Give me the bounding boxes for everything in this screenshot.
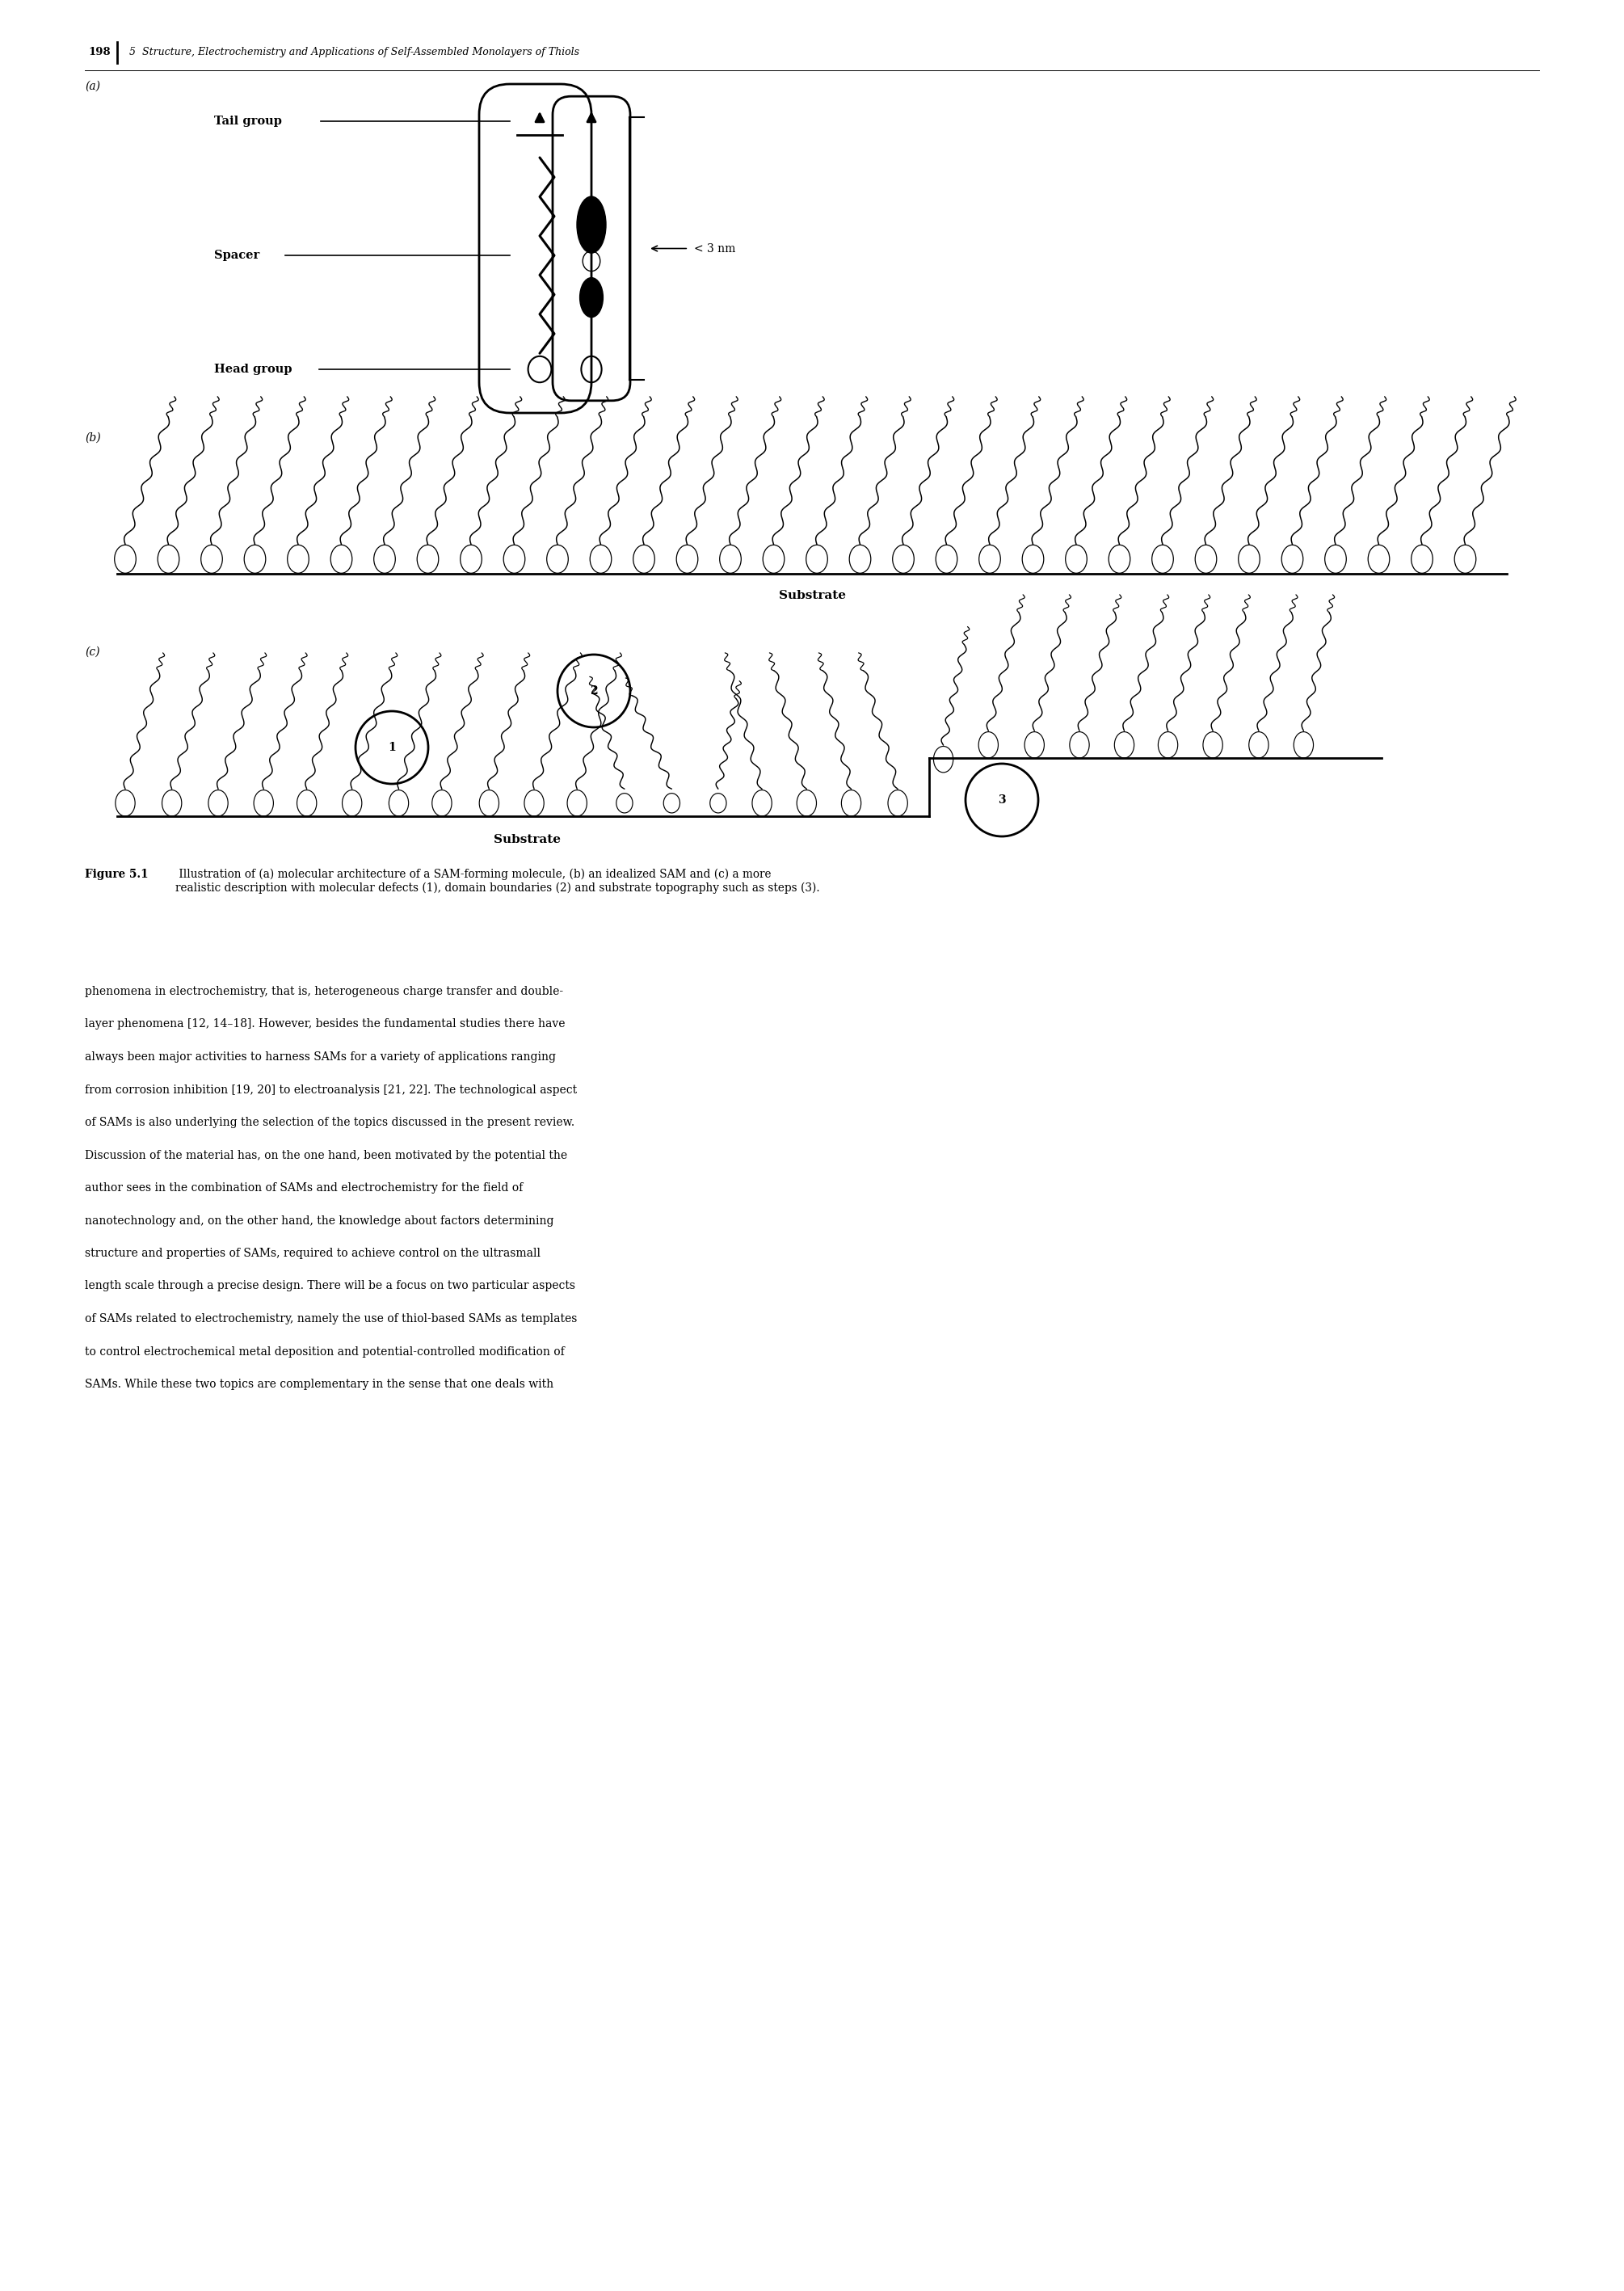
Text: Head group: Head group [214, 364, 292, 376]
Text: layer phenomena [12, 14–18]. However, besides the fundamental studies there have: layer phenomena [12, 14–18]. However, be… [84, 1019, 565, 1031]
Text: 198: 198 [88, 48, 110, 57]
Text: Tail group: Tail group [214, 115, 283, 126]
Text: 3: 3 [999, 795, 1005, 806]
Text: author sees in the combination of SAMs and electrochemistry for the field of: author sees in the combination of SAMs a… [84, 1182, 523, 1194]
Ellipse shape [577, 197, 606, 252]
Text: Substrate: Substrate [494, 834, 560, 845]
Text: Illustration of (a) molecular architecture of a SAM-forming molecule, (b) an ide: Illustration of (a) molecular architectu… [175, 868, 820, 893]
Text: length scale through a precise design. There will be a focus on two particular a: length scale through a precise design. T… [84, 1281, 575, 1292]
Text: to control electrochemical metal deposition and potential-controlled modificatio: to control electrochemical metal deposit… [84, 1345, 565, 1356]
Ellipse shape [580, 277, 603, 316]
Text: 2: 2 [590, 685, 598, 696]
Text: < 3 nm: < 3 nm [693, 243, 736, 254]
Text: phenomena in electrochemistry, that is, heterogeneous charge transfer and double: phenomena in electrochemistry, that is, … [84, 985, 564, 997]
Text: nanotechnology and, on the other hand, the knowledge about factors determining: nanotechnology and, on the other hand, t… [84, 1214, 554, 1226]
Text: 5  Structure, Electrochemistry and Applications of Self-Assembled Monolayers of : 5 Structure, Electrochemistry and Applic… [130, 48, 580, 57]
Text: (a): (a) [84, 80, 101, 92]
Text: (b): (b) [84, 433, 101, 444]
Text: Figure 5.1: Figure 5.1 [84, 868, 148, 880]
Text: (c): (c) [84, 646, 99, 658]
Text: always been major activities to harness SAMs for a variety of applications rangi: always been major activities to harness … [84, 1052, 555, 1063]
Text: Discussion of the material has, on the one hand, been motivated by the potential: Discussion of the material has, on the o… [84, 1150, 567, 1162]
Text: SAMs. While these two topics are complementary in the sense that one deals with: SAMs. While these two topics are complem… [84, 1379, 554, 1391]
Text: of SAMs is also underlying the selection of the topics discussed in the present : of SAMs is also underlying the selection… [84, 1116, 575, 1127]
Text: of SAMs related to electrochemistry, namely the use of thiol-based SAMs as templ: of SAMs related to electrochemistry, nam… [84, 1313, 577, 1324]
Text: Spacer: Spacer [214, 250, 260, 261]
Text: structure and properties of SAMs, required to achieve control on the ultrasmall: structure and properties of SAMs, requir… [84, 1249, 541, 1260]
Text: Substrate: Substrate [778, 589, 846, 600]
Text: 1: 1 [388, 742, 396, 754]
Text: from corrosion inhibition [19, 20] to electroanalysis [21, 22]. The technologica: from corrosion inhibition [19, 20] to el… [84, 1084, 577, 1095]
